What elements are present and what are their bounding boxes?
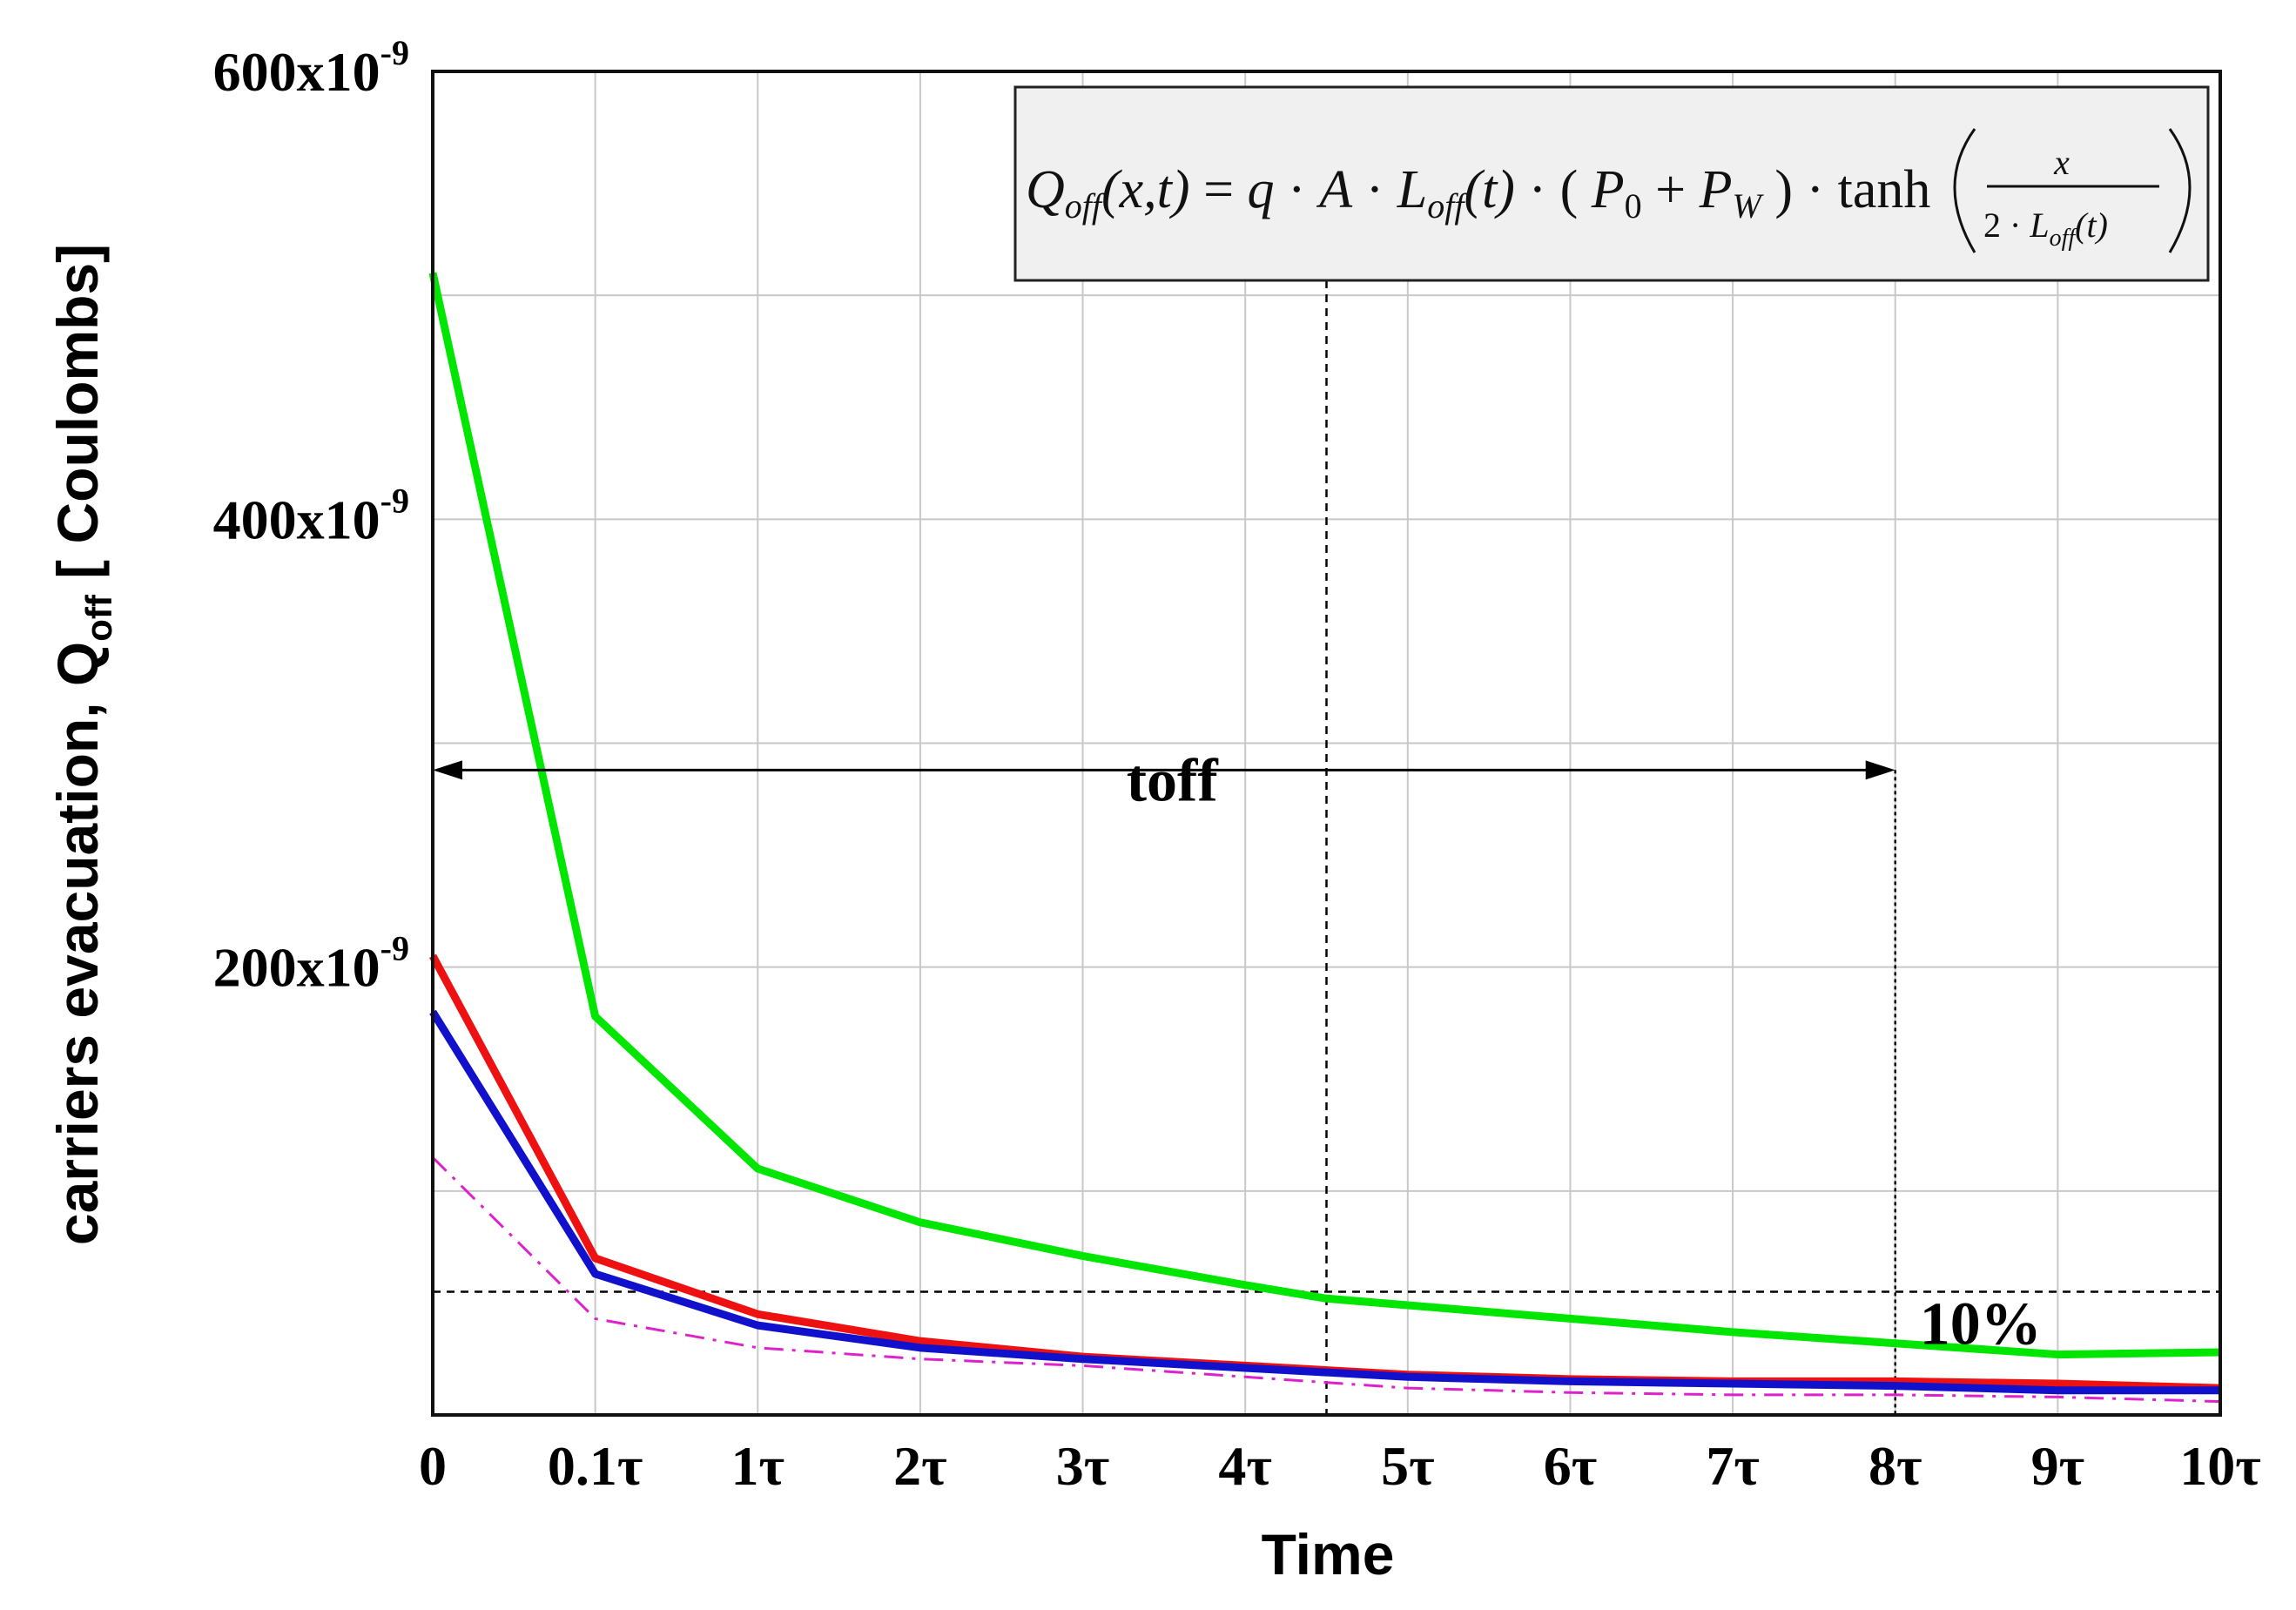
formula-numerator: x bbox=[2053, 143, 2070, 182]
y-axis-title-sub: off bbox=[78, 594, 119, 642]
formula-box-frame bbox=[1013, 85, 2210, 282]
formula-P0: P bbox=[1591, 160, 1625, 219]
formula-den-arg: (t) bbox=[2075, 205, 2108, 245]
formula-equals: = bbox=[1190, 160, 1248, 219]
x-tick-label-5: 4τ bbox=[1218, 1435, 1272, 1497]
plot-frame bbox=[431, 70, 2222, 1417]
formula-right-bracket bbox=[2168, 128, 2192, 253]
y-tick-base-200: 200x10 bbox=[213, 937, 380, 999]
formula-tanh: tanh bbox=[1838, 160, 1931, 219]
formula-L-sub: off bbox=[1427, 186, 1468, 226]
y-tick-exp-600: -9 bbox=[380, 33, 409, 72]
y-tick-exp-200: -9 bbox=[380, 929, 409, 968]
toff-annotation: toff bbox=[433, 747, 1895, 814]
formula-dot-2: · bbox=[1352, 160, 1397, 219]
ten-percent-label: 10% bbox=[1920, 1291, 2042, 1358]
x-tick-label-1: 0.1τ bbox=[548, 1435, 643, 1497]
formula-plus: + bbox=[1642, 160, 1700, 219]
formula-box: Qoff(x,t) = q · A · Loff(t) · ( P0 + PW … bbox=[1013, 85, 2210, 282]
formula-args: (x,t) bbox=[1101, 160, 1190, 219]
formula-q: q bbox=[1248, 160, 1275, 219]
x-tick-label-0: 0 bbox=[419, 1435, 447, 1497]
x-tick-label-3: 2τ bbox=[893, 1435, 947, 1497]
x-tick-label-4: 3τ bbox=[1056, 1435, 1110, 1497]
x-tick-label-9: 8τ bbox=[1868, 1435, 1922, 1497]
series-line-green bbox=[428, 272, 2221, 1359]
y-axis-title-unit: [ Coulombs] bbox=[45, 244, 110, 595]
formula-close-paren: ) · bbox=[1761, 160, 1838, 219]
y-tick-label-400: 400x10-9 bbox=[213, 481, 409, 550]
formula-L: L bbox=[1397, 160, 1427, 219]
y-tick-exp-400: -9 bbox=[380, 481, 409, 520]
toff-arrow-right-head bbox=[1865, 760, 1895, 780]
formula-left-bracket bbox=[1953, 128, 1976, 253]
series-line-magenta bbox=[431, 1156, 2221, 1404]
y-tick-base-400: 400x10 bbox=[213, 488, 380, 550]
formula-denominator: 2 · Loff(t) bbox=[1983, 205, 2108, 252]
formula-lhs-sub: off bbox=[1065, 186, 1106, 226]
toff-label: toff bbox=[1127, 747, 1219, 814]
y-tick-label-200: 200x10-9 bbox=[213, 929, 409, 999]
formula-PW: P bbox=[1699, 160, 1733, 219]
formula-PW-sub: W bbox=[1732, 186, 1764, 226]
formula-dot-3: · ( bbox=[1515, 160, 1592, 219]
formula-P0-sub: 0 bbox=[1625, 186, 1642, 226]
x-tick-label-11: 10τ bbox=[2179, 1435, 2261, 1497]
formula-den-L-sub: off bbox=[2050, 225, 2078, 252]
y-tick-base-600: 600x10 bbox=[213, 41, 380, 103]
tick-labels: 0 0.1τ 1τ 2τ 3τ 4τ 5τ 6τ 7τ 8τ 9τ 10τ200x10-9400x10… bbox=[213, 33, 2261, 1497]
formula-den-dot: · bbox=[2001, 205, 2030, 245]
series-layer bbox=[428, 272, 2221, 1404]
formula-expression: Qoff(x,t) = q · A · Loff(t) · ( P0 + PW … bbox=[1026, 160, 1930, 226]
x-tick-label-2: 1τ bbox=[731, 1435, 785, 1497]
x-axis-title: Time bbox=[1262, 1522, 1395, 1586]
formula-den-L: L bbox=[2029, 205, 2049, 245]
x-tick-label-6: 5τ bbox=[1381, 1435, 1435, 1497]
toff-arrow-left-head bbox=[433, 760, 462, 780]
formula-den-2: 2 bbox=[1983, 205, 2001, 245]
series-line-blue bbox=[429, 1009, 2220, 1395]
formula-lhs: Q bbox=[1026, 160, 1065, 219]
y-axis-title-main: carriers evacuation, Q bbox=[45, 642, 110, 1245]
reference-lines bbox=[433, 280, 2220, 1415]
formula-dot-1: · bbox=[1275, 160, 1320, 219]
x-tick-label-8: 7τ bbox=[1706, 1435, 1760, 1497]
formula-L-arg: (t) bbox=[1464, 160, 1515, 219]
x-tick-label-10: 9τ bbox=[2031, 1435, 2085, 1497]
formula-A: A bbox=[1316, 160, 1353, 219]
y-tick-label-600: 600x10-9 bbox=[213, 33, 409, 103]
y-axis-title: carriers evacuation, Qoff [ Coulombs] bbox=[45, 244, 119, 1245]
x-tick-label-7: 6τ bbox=[1544, 1435, 1598, 1497]
